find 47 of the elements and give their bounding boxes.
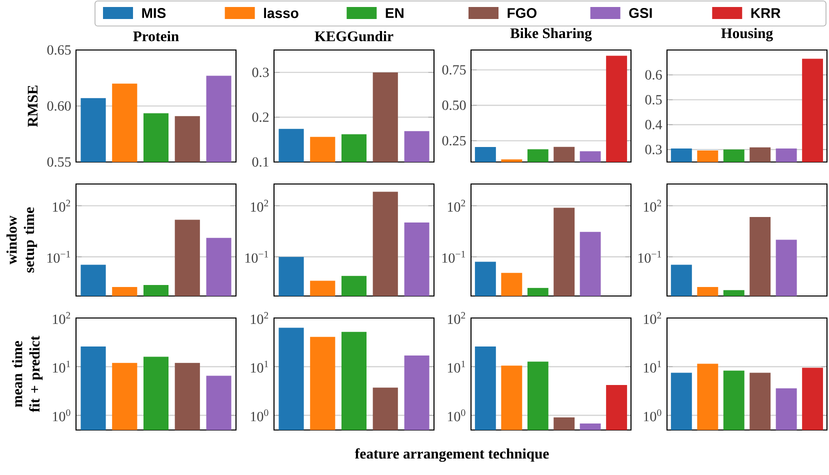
y-tick-label: 10$^{−1}$ xyxy=(638,250,662,263)
y-tick-label: 10$^{0}$ xyxy=(250,409,268,422)
y-tick-label: 10$^{2}$ xyxy=(52,312,70,324)
y-tick-label: 0.5 xyxy=(645,95,662,105)
y-tick-label: 0.50 xyxy=(442,100,466,110)
y-tick-label: 0.1 xyxy=(252,157,268,167)
legend-label: MIS xyxy=(142,8,166,18)
chart-title: Bike Sharing xyxy=(510,28,592,42)
y-axis-title: RMSE xyxy=(28,86,38,127)
y-tick-label: 10$^{1}$ xyxy=(644,360,662,373)
y-tick-label: 0.4 xyxy=(645,120,662,130)
y-axis-title: mean time fit + predict xyxy=(12,336,43,412)
y-tick-label: 0.6 xyxy=(645,70,662,80)
y-tick-label: 10$^{2}$ xyxy=(644,312,662,324)
y-tick-label: 10$^{1}$ xyxy=(448,360,466,373)
y-tick-label: 10$^{0}$ xyxy=(448,409,466,422)
y-tick-label: 0.3 xyxy=(252,68,269,78)
y-tick-label: 0.2 xyxy=(252,112,269,122)
y-tick-label: 0.55 xyxy=(47,157,71,167)
legend-label: KRR xyxy=(751,8,780,18)
y-tick-label: 10$^{2}$ xyxy=(448,312,466,324)
y-tick-label: 10$^{2}$ xyxy=(644,200,662,212)
y-tick-label: 0.75 xyxy=(442,65,466,75)
x-axis-title: feature arrangement technique xyxy=(354,448,549,462)
legend-label: EN xyxy=(386,8,404,18)
y-tick-label: 10$^{0}$ xyxy=(52,409,70,422)
y-tick-label: 10$^{2}$ xyxy=(250,200,268,212)
y-tick-label: 10$^{2}$ xyxy=(250,312,268,324)
y-tick-label: 0.3 xyxy=(645,144,662,154)
y-tick-label: 10$^{−1}$ xyxy=(442,250,466,263)
y-tick-label: 10$^{0}$ xyxy=(644,409,662,422)
legend-label: lasso xyxy=(264,8,298,18)
y-tick-label: 10$^{−1}$ xyxy=(47,250,70,263)
y-tick-label: 10$^{1}$ xyxy=(250,360,268,373)
y-axis-title: window setup time xyxy=(6,207,38,273)
chart-title: KEGGundir xyxy=(314,30,394,42)
y-tick-label: 10$^{−1}$ xyxy=(245,250,268,263)
y-tick-label: 10$^{2}$ xyxy=(52,200,70,212)
chart-title: Housing xyxy=(721,28,773,42)
y-tick-label: 10$^{1}$ xyxy=(52,360,70,373)
y-tick-label: 0.65 xyxy=(47,45,71,55)
y-tick-label: 0.25 xyxy=(442,136,466,146)
y-tick-label: 10$^{2}$ xyxy=(448,200,466,212)
y-tick-label: 0.60 xyxy=(47,101,71,111)
legend-label: FGO xyxy=(508,8,537,18)
legend-label: GSI xyxy=(629,8,652,18)
chart-title: Protein xyxy=(133,30,179,42)
